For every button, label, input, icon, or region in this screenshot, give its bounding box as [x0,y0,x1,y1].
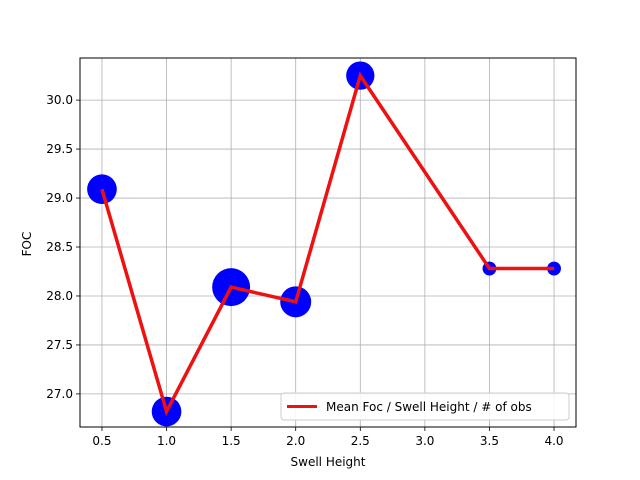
y-ticks: 27.0 27.5 28.0 28.5 29.0 29.5 30.0 [46,93,80,401]
legend-box [280,392,570,421]
x-tick-label: 4.0 [544,434,563,448]
x-tick-label: 2.5 [351,434,370,448]
y-tick-label: 27.0 [46,387,73,401]
y-tick-label: 28.5 [46,240,73,254]
y-tick-label: 29.0 [46,191,73,205]
grid [80,58,576,427]
x-tick-label: 0.5 [92,434,111,448]
y-axis-label: FOC [20,232,34,257]
x-tick-label: 1.5 [222,434,241,448]
x-tick-label: 3.0 [415,434,434,448]
x-tick-label: 3.5 [480,434,499,448]
y-tick-label: 29.5 [46,142,73,156]
legend: Mean Foc / Swell Height / # of obs [280,392,570,421]
y-tick-label: 30.0 [46,93,73,107]
x-axis-label: Swell Height [291,455,366,469]
x-tick-label: 1.0 [157,434,176,448]
markers [87,61,561,427]
legend-entry-label: Mean Foc / Swell Height / # of obs [326,400,532,414]
y-tick-label: 27.5 [46,338,73,352]
plot-frame [79,57,577,428]
series-line [100,71,555,417]
y-tick-label: 28.0 [46,289,73,303]
x-tick-label: 2.0 [286,434,305,448]
x-ticks: 0.5 1.0 1.5 2.0 2.5 3.0 3.5 4.0 [92,427,564,448]
